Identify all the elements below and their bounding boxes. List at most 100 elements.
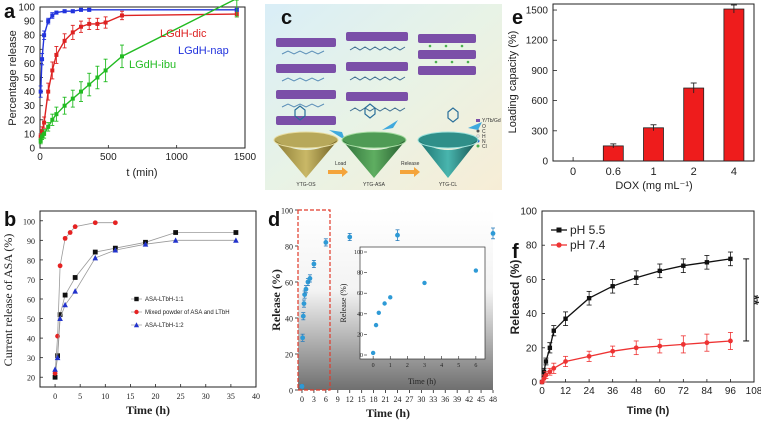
- data-point: [95, 21, 100, 26]
- data-point: [54, 112, 59, 117]
- inset-data-point: [473, 268, 479, 273]
- x-tick-label: 39: [453, 395, 461, 404]
- data-point: [38, 138, 43, 143]
- inset-data-point: [422, 280, 427, 286]
- arrow-load: [328, 167, 348, 177]
- data-point: [299, 384, 305, 389]
- significance-bracket: **: [743, 258, 761, 342]
- label-load: Load: [335, 161, 346, 167]
- y-tick-label: 40: [27, 335, 35, 344]
- data-point: [40, 129, 45, 134]
- y-tick-label: 900: [531, 66, 548, 77]
- y-tick-label: 10: [24, 129, 36, 140]
- y-tick-label: 80: [526, 241, 538, 252]
- y-tick-label: 1500: [526, 6, 549, 17]
- label-ytg-cl: YTG-CL: [439, 182, 458, 188]
- data-point: [67, 230, 73, 235]
- y-tick-label: 90: [24, 17, 36, 28]
- inset-y-tick-label: 80: [357, 271, 363, 277]
- inset-x-label: Time (h): [408, 377, 436, 386]
- data-point: [62, 292, 68, 298]
- arrow-out-1: [329, 130, 345, 140]
- x-tick-label: 36: [607, 386, 619, 397]
- inset-data-point: [373, 322, 379, 328]
- data-point: [173, 230, 179, 235]
- x-tick-label: 21: [382, 395, 390, 404]
- inset-y-tick-label: 0: [360, 353, 363, 359]
- data-point: [50, 68, 55, 73]
- y-tick-label: 20: [285, 351, 293, 360]
- data-point: [57, 315, 63, 321]
- data-point: [681, 263, 686, 268]
- data-point: [70, 96, 75, 101]
- x-tick-label: 40: [252, 392, 260, 401]
- x-tick-label: 10: [101, 392, 109, 401]
- legend-marker: [133, 322, 140, 328]
- y-tick-label: 80: [24, 31, 36, 42]
- x-tick-label: 84: [701, 386, 713, 397]
- data-point: [610, 284, 615, 289]
- data-point: [70, 9, 75, 14]
- inset-x-tick-label: 2: [406, 363, 409, 369]
- y-tick-label: 100: [18, 3, 35, 14]
- y-tick-label: 80: [27, 256, 35, 265]
- panel-f: f 0 12 24 36 48 60 72 84 96 108 0 20 40 60 80 100 pH 5.…: [508, 207, 761, 418]
- x-tick-label: 5: [78, 392, 82, 401]
- x-tick-label: 108: [746, 386, 761, 397]
- inset-y-tick-label: 60: [357, 291, 363, 297]
- legend-label-ibu: LGdH-ibu: [129, 59, 176, 71]
- data-point: [54, 52, 59, 57]
- y-tick-label: 20: [24, 115, 36, 126]
- bar: [723, 8, 745, 162]
- x-tick-label: 24: [393, 395, 401, 404]
- x-tick-label: 96: [725, 386, 737, 397]
- inset-data-point: [382, 301, 387, 306]
- x-tick-label: 24: [584, 386, 596, 397]
- data-point: [79, 89, 83, 94]
- y-tick-label: 20: [27, 374, 35, 383]
- legend-label-dic: LGdH-dic: [160, 28, 207, 40]
- data-point: [633, 345, 639, 351]
- y-tick-label: 80: [285, 243, 293, 252]
- x-tick-label: 18: [370, 395, 378, 404]
- data-point: [62, 9, 67, 14]
- x-tick-label: 48: [489, 395, 497, 404]
- data-point: [50, 13, 55, 18]
- bar: [683, 87, 705, 162]
- data-point: [547, 345, 553, 350]
- y-tick-label: 30: [24, 101, 36, 112]
- y-tick-label: 90: [27, 237, 35, 246]
- plot-frame-a: [39, 6, 246, 149]
- data-point: [233, 237, 239, 243]
- data-point: [303, 286, 309, 292]
- data-point: [50, 117, 55, 122]
- data-point: [301, 301, 307, 306]
- data-point: [72, 288, 78, 294]
- inset-data-point: [370, 350, 376, 356]
- data-point: [610, 348, 616, 354]
- y-tick-label: 100: [520, 207, 537, 218]
- data-point: [57, 312, 63, 318]
- data-point: [233, 230, 239, 235]
- x-tick-label: 0: [37, 152, 43, 163]
- inset-x-tick-label: 0: [372, 363, 375, 369]
- legend-c: C: [482, 129, 486, 135]
- y-tick-label: 60: [285, 279, 293, 288]
- data-point: [92, 249, 98, 255]
- data-point: [112, 220, 118, 226]
- data-point: [46, 19, 51, 24]
- panel-label-b: b: [4, 209, 16, 231]
- layered-structure-asa: [346, 32, 408, 112]
- data-point: [657, 343, 663, 349]
- legend-marker: [134, 296, 139, 302]
- data-point: [62, 103, 67, 108]
- x-tick-label: 35: [227, 392, 235, 401]
- data-point: [395, 232, 400, 238]
- x-tick-label: 0: [53, 392, 57, 401]
- legend-label-asa-12: ASA-LTbH-1:2: [145, 323, 184, 329]
- x-tick-label: 20: [152, 392, 160, 401]
- inset-data-point: [388, 295, 393, 300]
- data-point: [728, 338, 733, 344]
- panel-a: a 0 500 1000 1500 0 10 20 30 40 50 60 70 80 90 100 t (…: [4, 0, 257, 179]
